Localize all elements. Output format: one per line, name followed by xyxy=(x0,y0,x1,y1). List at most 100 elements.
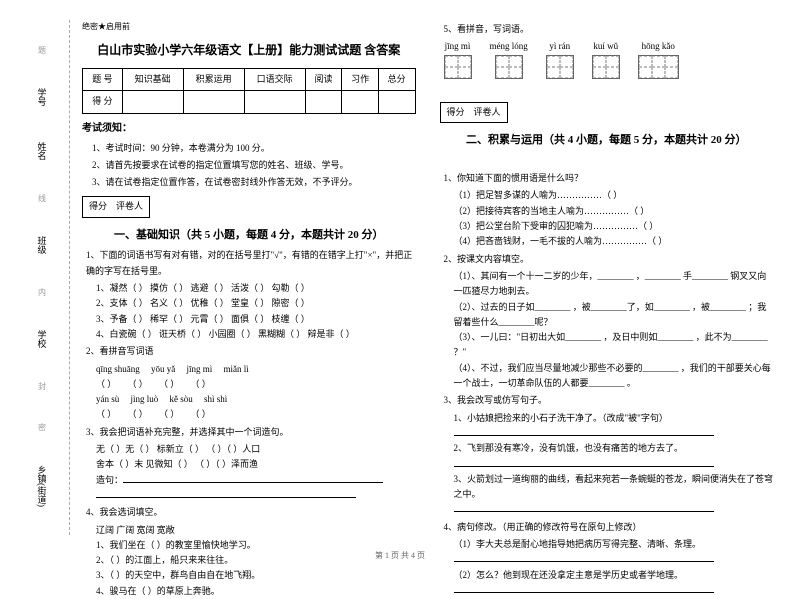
char-grid xyxy=(444,55,472,79)
q1: 1、下面的词语书写有对有错，对的在括号里打"√"，有错的在错字上打"×"，并把正… xyxy=(86,248,416,279)
score-table: 题 号 知识基础 积累运用 口语交际 阅读 习作 总分 得 分 xyxy=(82,68,416,114)
py-item: jīng mì xyxy=(444,39,472,78)
reviewer-label: 评卷人 xyxy=(116,201,143,211)
td xyxy=(305,91,342,113)
py: kě sòu xyxy=(170,394,193,404)
th: 总分 xyxy=(378,68,415,90)
s2q1-line: （3）把公堂台阶下受审的囚犯喻为……………（ ） xyxy=(454,219,774,234)
q2-blank-row: （ ） （ ） （ ） （ ） xyxy=(96,377,416,392)
s2q2-line: （3）、一儿曰："日初出大如________ ，及日中则如________ ，此… xyxy=(454,330,774,361)
q1-line: 4、白瓷碗（ ） 诳天桥（ ） 小园圈（ ） 黑糊糊（ ） 辩是非（ ） xyxy=(96,327,416,342)
q4-line: 3、（ ）的天空中，群鸟自由自在地飞翔。 xyxy=(96,568,416,583)
q5: 5、看拼音，写词语。 xyxy=(444,22,774,37)
py-item: méng lóng xyxy=(490,39,528,78)
s2q2-line: （1）、其间有一个十一二岁的少年，________ ，________ 手___… xyxy=(454,269,774,300)
th: 题 号 xyxy=(83,68,123,90)
py: yán sù xyxy=(96,394,119,404)
s2q4-line: （2）怎么？他到现在还没拿定主意是学历史或者学地理。 xyxy=(454,568,774,583)
reviewer-label: 评卷人 xyxy=(474,107,501,117)
s2q2-line: （4）、不过，我们应当尽量地减少那些不必要的________ ，我们的干部要关心… xyxy=(454,361,774,392)
py: jìng luò xyxy=(131,394,159,404)
th: 知识基础 xyxy=(122,68,183,90)
blank: （ ） xyxy=(96,379,116,389)
th: 口语交际 xyxy=(244,68,305,90)
py-text: kuí wǔ xyxy=(592,39,620,54)
blank: （ ） xyxy=(159,409,179,419)
blank: （ ） xyxy=(191,409,211,419)
th: 阅读 xyxy=(305,68,342,90)
py: yōu yǎ xyxy=(151,364,175,374)
blank-line xyxy=(96,488,356,498)
q3-make: 造句： xyxy=(96,473,416,488)
py: qīng shuāng xyxy=(96,364,140,374)
binding-label: 学校 xyxy=(36,330,49,348)
q4-line: 4、骏马在（ ）的草原上奔驰。 xyxy=(96,584,416,599)
py-text: yì rán xyxy=(546,39,574,54)
q2-blank-row: （ ） （ ） （ ） （ ） xyxy=(96,407,416,422)
binding-label: 班级 xyxy=(36,236,49,254)
score-label: 得分 xyxy=(89,201,107,211)
right-column: 5、看拼音，写词语。 jīng mì méng lóng yì rán kuí … xyxy=(428,20,786,535)
hint-char: 线 xyxy=(38,193,46,204)
q3-line: 无（ ）无（ ） 标新立（ ） （ ）（ ）人口 xyxy=(96,442,416,457)
py: shì shì xyxy=(204,394,227,404)
py-item: hōng kǎo xyxy=(638,39,679,78)
s2q3: 3、我会改写或仿写句子。 xyxy=(444,393,774,408)
section2-heading: 二、积累与运用（共 4 小题，每题 5 分，本题共计 20 分） xyxy=(440,131,774,150)
exam-title: 白山市实验小学六年级语文【上册】能力测试试题 含答案 xyxy=(82,40,416,60)
py-item: kuí wǔ xyxy=(592,39,620,78)
hint-char: 内 xyxy=(38,287,46,298)
td xyxy=(244,91,305,113)
blank: （ ） xyxy=(159,379,179,389)
s2q1-line: （1）把足智多谋的人喻为……………（ ） xyxy=(454,188,774,203)
s2q1-line: （2）把接待宾客的当地主人喻为……………（ ） xyxy=(454,204,774,219)
binding-label: 姓名 xyxy=(36,142,49,160)
notice-heading: 考试须知： xyxy=(82,120,416,137)
notice-item: 2、请首先按要求在试卷的指定位置填写您的姓名、班级、学号。 xyxy=(92,158,416,173)
th: 习作 xyxy=(342,68,379,90)
s2q2: 2、按课文内容填空。 xyxy=(444,252,774,267)
notice-item: 1、考试时间：90 分钟，本卷满分为 100 分。 xyxy=(92,141,416,156)
py: jīng mì xyxy=(187,364,213,374)
td: 得 分 xyxy=(83,91,123,113)
td xyxy=(342,91,379,113)
py-text: méng lóng xyxy=(490,39,528,54)
section1-heading: 一、基础知识（共 5 小题，每题 4 分，本题共计 20 分） xyxy=(82,226,416,245)
page-footer: 第 1 页 共 4 页 xyxy=(0,550,800,561)
blank-line xyxy=(454,583,714,593)
blank-line xyxy=(123,473,383,483)
q2: 2、看拼音写词语 xyxy=(86,344,416,359)
q4-words: 辽阔 广阔 宽阔 宽敞 xyxy=(96,523,416,538)
binding-label: 学号 xyxy=(36,88,49,106)
secret-label: 绝密★启用前 xyxy=(82,20,416,34)
q1-line: 1、凝然（ ） 摸仿（ ） 逃避（ ） 活泼（ ） 勾勒（ ） xyxy=(96,281,416,296)
q1-line: 3、予备（ ） 稀罕（ ） 元霄（ ） 面俱（ ） 枝缠（ ） xyxy=(96,312,416,327)
hint-char: 封 xyxy=(38,381,46,392)
binding-margin: 题 学号 姓名 线 班级 内 学校 封 密 乡镇(街道) xyxy=(15,20,70,535)
q2-pinyin-row: yán sù jìng luò kě sòu shì shì xyxy=(96,392,416,407)
s2q3-line: 1、小姑娘把捡来的小石子洗干净了。（改成"被"字句） xyxy=(454,411,774,426)
blank-line xyxy=(454,457,714,467)
notice-item: 3、请在试卷指定位置作答，在试卷密封线外作答无效，不予评分。 xyxy=(92,175,416,190)
char-grid xyxy=(592,55,620,79)
py-text: jīng mì xyxy=(444,39,472,54)
score-reviewer-box: 得分 评卷人 xyxy=(82,196,150,217)
char-grid xyxy=(495,55,523,79)
char-grid xyxy=(638,55,679,79)
q1-line: 2、支体（ ） 名义（ ） 优稚（ ） 堂皇（ ） 隙密（ ） xyxy=(96,296,416,311)
binding-label: 乡镇(街道) xyxy=(36,465,49,507)
s2q2-line: （2）、过去的日子如________ ，被________了，如________… xyxy=(454,300,774,331)
s2q1: 1、你知道下面的惯用语是什么吗？ xyxy=(444,171,774,186)
q4: 4、我会选词填空。 xyxy=(86,505,416,520)
s2q3-line: 3、火箭划过一道绚丽的曲线，看起来宛若一条蜿蜒的苍龙，瞬间便消失在了苍穹之中。 xyxy=(454,472,774,503)
score-reviewer-box: 得分 评卷人 xyxy=(440,102,508,123)
py: miǎn lì xyxy=(224,364,249,374)
blank: （ ） xyxy=(128,409,148,419)
q5-pinyin-row: jīng mì méng lóng yì rán kuí wǔ hōng kǎo xyxy=(444,39,774,78)
py-text: hōng kǎo xyxy=(638,39,679,54)
td xyxy=(378,91,415,113)
score-label: 得分 xyxy=(447,107,465,117)
char-grid xyxy=(546,55,574,79)
hint-char: 题 xyxy=(38,45,46,56)
make-label: 造句： xyxy=(96,475,123,485)
